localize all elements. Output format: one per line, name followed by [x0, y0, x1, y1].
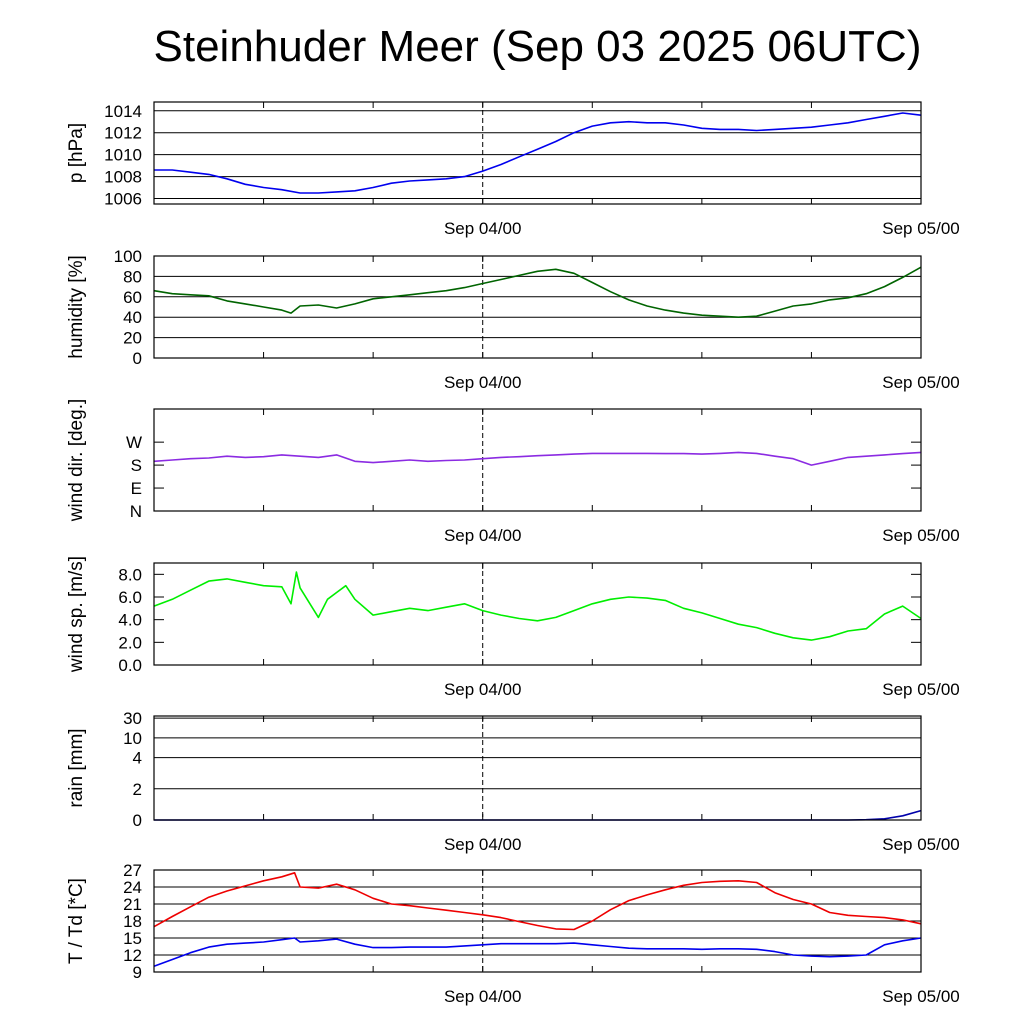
y-axis-label: p [hPa]: [66, 123, 87, 183]
y-tick-label: 4: [133, 749, 142, 768]
y-axis-label: rain [mm]: [66, 728, 87, 807]
x-tick-label: Sep 05/00: [882, 373, 960, 392]
x-tick-label: Sep 05/00: [882, 526, 960, 545]
y-axis-label: T / Td [*C]: [66, 878, 87, 964]
y-tick-label: S: [131, 456, 142, 475]
x-tick-label: Sep 04/00: [444, 373, 522, 392]
y-tick-label: 0.0: [118, 656, 142, 675]
series-line-1: [154, 112, 922, 194]
y-tick-label: 0: [133, 349, 142, 368]
plot-frame: [153, 869, 922, 973]
y-tick-label: 12: [123, 946, 142, 965]
series-line-1: [153, 571, 922, 641]
x-tick-label: Sep 05/00: [882, 835, 960, 854]
x-tick-label: Sep 05/00: [882, 987, 960, 1006]
y-tick-label: 9: [133, 963, 142, 982]
y-axis-label: humidity [%]: [66, 255, 87, 358]
series-line-1: [153, 451, 922, 466]
y-tick-label: 0: [133, 811, 142, 830]
y-tick-label: W: [126, 433, 142, 452]
plot-frame: [153, 255, 922, 359]
y-tick-label: 24: [123, 878, 142, 897]
y-tick-label: 21: [123, 895, 142, 914]
x-tick-label: Sep 04/00: [444, 680, 522, 699]
x-tick-label: Sep 05/00: [882, 219, 960, 238]
y-tick-label: 1010: [104, 146, 142, 165]
plot-frame: [153, 562, 922, 666]
x-tick-label: Sep 04/00: [444, 835, 522, 854]
y-tick-label: 6.0: [118, 588, 142, 607]
y-tick-label: 2.0: [118, 633, 142, 652]
x-tick-label: Sep 04/00: [444, 219, 522, 238]
y-tick-label: 15: [123, 929, 142, 948]
y-tick-label: 4.0: [118, 611, 142, 630]
y-tick-label: 1012: [104, 124, 142, 143]
x-tick-label: Sep 05/00: [882, 680, 960, 699]
y-tick-label: 40: [123, 308, 142, 327]
y-axis-label: wind dir. [deg.]: [66, 399, 87, 523]
series-line-1: [154, 809, 922, 821]
y-tick-label: 20: [123, 329, 142, 348]
y-tick-label: E: [131, 479, 142, 498]
series-line-1: [153, 871, 922, 931]
y-tick-label: 1008: [104, 168, 142, 187]
y-tick-label: 8.0: [118, 565, 142, 584]
y-tick-label: 1006: [104, 190, 142, 209]
y-tick-label: 1014: [104, 102, 142, 121]
y-tick-label: 18: [123, 912, 142, 931]
y-tick-label: 60: [123, 288, 142, 307]
y-tick-label: 100: [114, 247, 142, 266]
series-line-1: [153, 266, 922, 319]
y-tick-label: 30: [123, 709, 142, 728]
plot-frame: [153, 408, 922, 512]
y-tick-label: 2: [133, 780, 142, 799]
y-tick-label: 10: [123, 729, 142, 748]
y-tick-label: 80: [123, 267, 142, 286]
panel-1: 1006 1008 1010 1012 1014 Sep 04/00 Sep 05/00 p …: [66, 101, 960, 238]
plot-frame: [153, 101, 922, 205]
x-tick-label: Sep 04/00: [444, 526, 522, 545]
y-axis-label: wind sp. [m/s]: [66, 556, 87, 673]
y-tick-label: N: [130, 502, 142, 521]
panel-4: 0.0 2.0 4.0 6.0 8.0 Sep 04/00 Sep 05/00 wind sp…: [66, 556, 960, 699]
y-tick-label: 27: [123, 861, 142, 880]
chart-title: Steinhuder Meer (Sep 03 2025 06UTC): [153, 22, 922, 71]
x-tick-label: Sep 04/00: [444, 987, 522, 1006]
plot-frame: [153, 715, 922, 821]
series-line-2: [153, 937, 922, 968]
